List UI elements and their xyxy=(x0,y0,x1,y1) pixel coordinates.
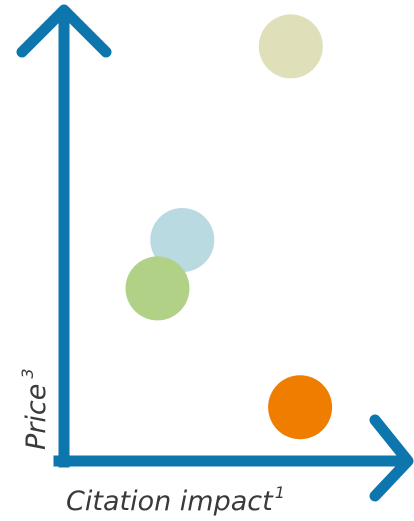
x-axis-arrowhead xyxy=(369,414,414,502)
data-points xyxy=(125,14,333,440)
data-point-2 xyxy=(150,208,215,272)
x-axis-label: Citation impact 1 xyxy=(66,483,285,517)
chart-axes xyxy=(16,4,414,502)
y-axis-label-superscript: 3 xyxy=(18,368,37,378)
y-axis-arrowhead xyxy=(16,4,112,58)
x-axis-label-superscript: 1 xyxy=(275,483,285,502)
data-point-4 xyxy=(268,375,333,440)
data-point-1 xyxy=(258,14,323,79)
x-axis-label-text: Citation impact xyxy=(66,486,274,517)
data-point-3 xyxy=(125,256,190,321)
y-axis-label: Price 3 xyxy=(18,368,52,450)
y-axis-label-text: Price xyxy=(21,384,52,450)
